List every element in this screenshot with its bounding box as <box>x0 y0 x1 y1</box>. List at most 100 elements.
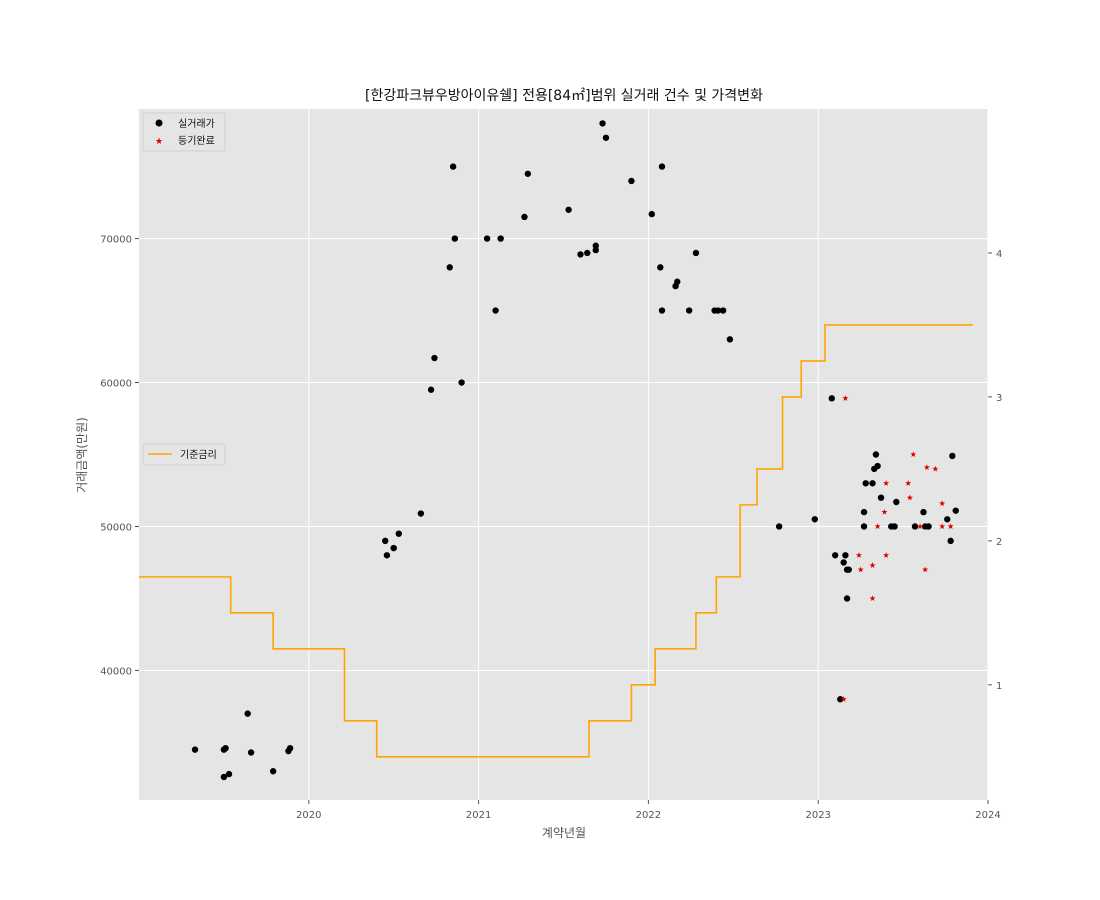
price-point <box>648 210 655 218</box>
y-tick-label: 40000 <box>100 666 132 677</box>
price-point <box>565 206 572 213</box>
price-point <box>828 395 835 402</box>
price-point <box>692 249 700 257</box>
registered-point <box>910 451 917 458</box>
registered-point <box>932 465 939 472</box>
rate-series <box>139 324 973 758</box>
price-point <box>427 386 435 393</box>
registered-point <box>939 500 946 507</box>
y-axis-ticks: 40000 50000 60000 70000 <box>100 235 139 677</box>
y2-tick-label: 4 <box>996 249 1002 260</box>
price-point <box>843 595 851 602</box>
x-tick-label: 2022 <box>636 810 661 821</box>
x-tick-label: 2020 <box>296 810 321 821</box>
legend-top-box <box>142 112 226 152</box>
price-point <box>577 251 584 258</box>
price-point <box>269 768 277 775</box>
price-point <box>592 246 599 254</box>
price-point <box>220 773 228 781</box>
price-point <box>920 508 927 516</box>
price-point <box>944 516 951 523</box>
price-point <box>417 510 425 517</box>
registered-point <box>922 566 929 573</box>
price-point <box>811 516 819 523</box>
registered-point <box>881 508 888 515</box>
legend-registered-marker: ★ <box>155 137 163 147</box>
price-point <box>524 170 532 177</box>
price-point <box>191 746 199 753</box>
price-point <box>840 559 847 566</box>
price-point <box>911 523 919 530</box>
legend-mid: 기준금리 <box>142 443 226 466</box>
price-point <box>872 451 880 458</box>
registered-point <box>874 523 881 530</box>
y2-tick-label: 3 <box>996 393 1002 404</box>
registered-point <box>939 523 946 530</box>
price-point <box>837 696 844 703</box>
x-tick-label: 2023 <box>805 810 830 821</box>
price-point <box>862 480 869 487</box>
registered-point <box>883 480 890 486</box>
legend-mid-box <box>142 443 226 466</box>
price-point <box>726 336 734 343</box>
price-point <box>431 354 438 362</box>
price-point <box>831 552 839 559</box>
rate-step-line <box>139 324 973 758</box>
price-point <box>451 235 459 242</box>
chart-title: [한강파크뷰우방아이유쉘] 전용[84㎡]범위 실거래 건수 및 가격변화 <box>365 88 763 104</box>
price-point <box>247 749 255 756</box>
y-tick-label: 50000 <box>100 522 132 533</box>
price-point <box>842 552 849 559</box>
price-point <box>845 566 852 573</box>
legend-price-label: 실거래가 <box>178 118 215 130</box>
registered-point <box>947 523 954 530</box>
price-point <box>584 249 591 257</box>
legend-price-marker <box>155 119 163 127</box>
price-point <box>952 507 959 514</box>
price-point <box>222 744 229 752</box>
registered-point <box>917 523 924 530</box>
grid <box>139 109 989 800</box>
price-point <box>492 307 499 314</box>
price-point <box>685 307 693 314</box>
registered-point <box>905 480 912 486</box>
price-point <box>521 213 528 221</box>
y2-tick-label: 1 <box>996 681 1002 692</box>
price-point <box>775 523 783 530</box>
price-point <box>382 537 389 545</box>
registered-point <box>842 395 849 401</box>
price-point <box>497 235 504 242</box>
price-point <box>599 120 606 127</box>
registered-point <box>857 566 864 573</box>
price-point <box>602 134 610 141</box>
price-point <box>395 530 402 537</box>
price-point <box>874 462 881 470</box>
price-point <box>947 537 954 545</box>
price-point <box>458 379 465 386</box>
registered-point <box>923 464 930 471</box>
price-point <box>869 480 876 487</box>
registered-point <box>869 595 876 602</box>
y-tick-label: 70000 <box>100 235 132 246</box>
price-point <box>446 264 453 271</box>
price-point <box>860 508 868 516</box>
legend-registered-label: 등기완료 <box>178 135 215 147</box>
y2-axis-ticks: 1 2 3 4 <box>988 249 1002 692</box>
price-point <box>925 523 932 530</box>
price-point <box>891 523 898 530</box>
price-point <box>225 770 233 778</box>
x-tick-label: 2021 <box>466 810 491 821</box>
plot-background <box>139 109 988 800</box>
registered-point <box>883 552 890 558</box>
price-point <box>483 235 491 242</box>
price-point <box>658 307 666 314</box>
registered-point <box>855 552 862 558</box>
x-tick-label: 2024 <box>975 810 1000 821</box>
y2-tick-label: 2 <box>996 537 1002 548</box>
registered-point <box>906 494 913 501</box>
legend-rate-label: 기준금리 <box>180 449 217 461</box>
price-point <box>714 307 722 314</box>
legend-top: 실거래가 ★ 등기완료 <box>142 112 226 152</box>
price-point <box>449 163 457 170</box>
price-point <box>286 744 294 752</box>
